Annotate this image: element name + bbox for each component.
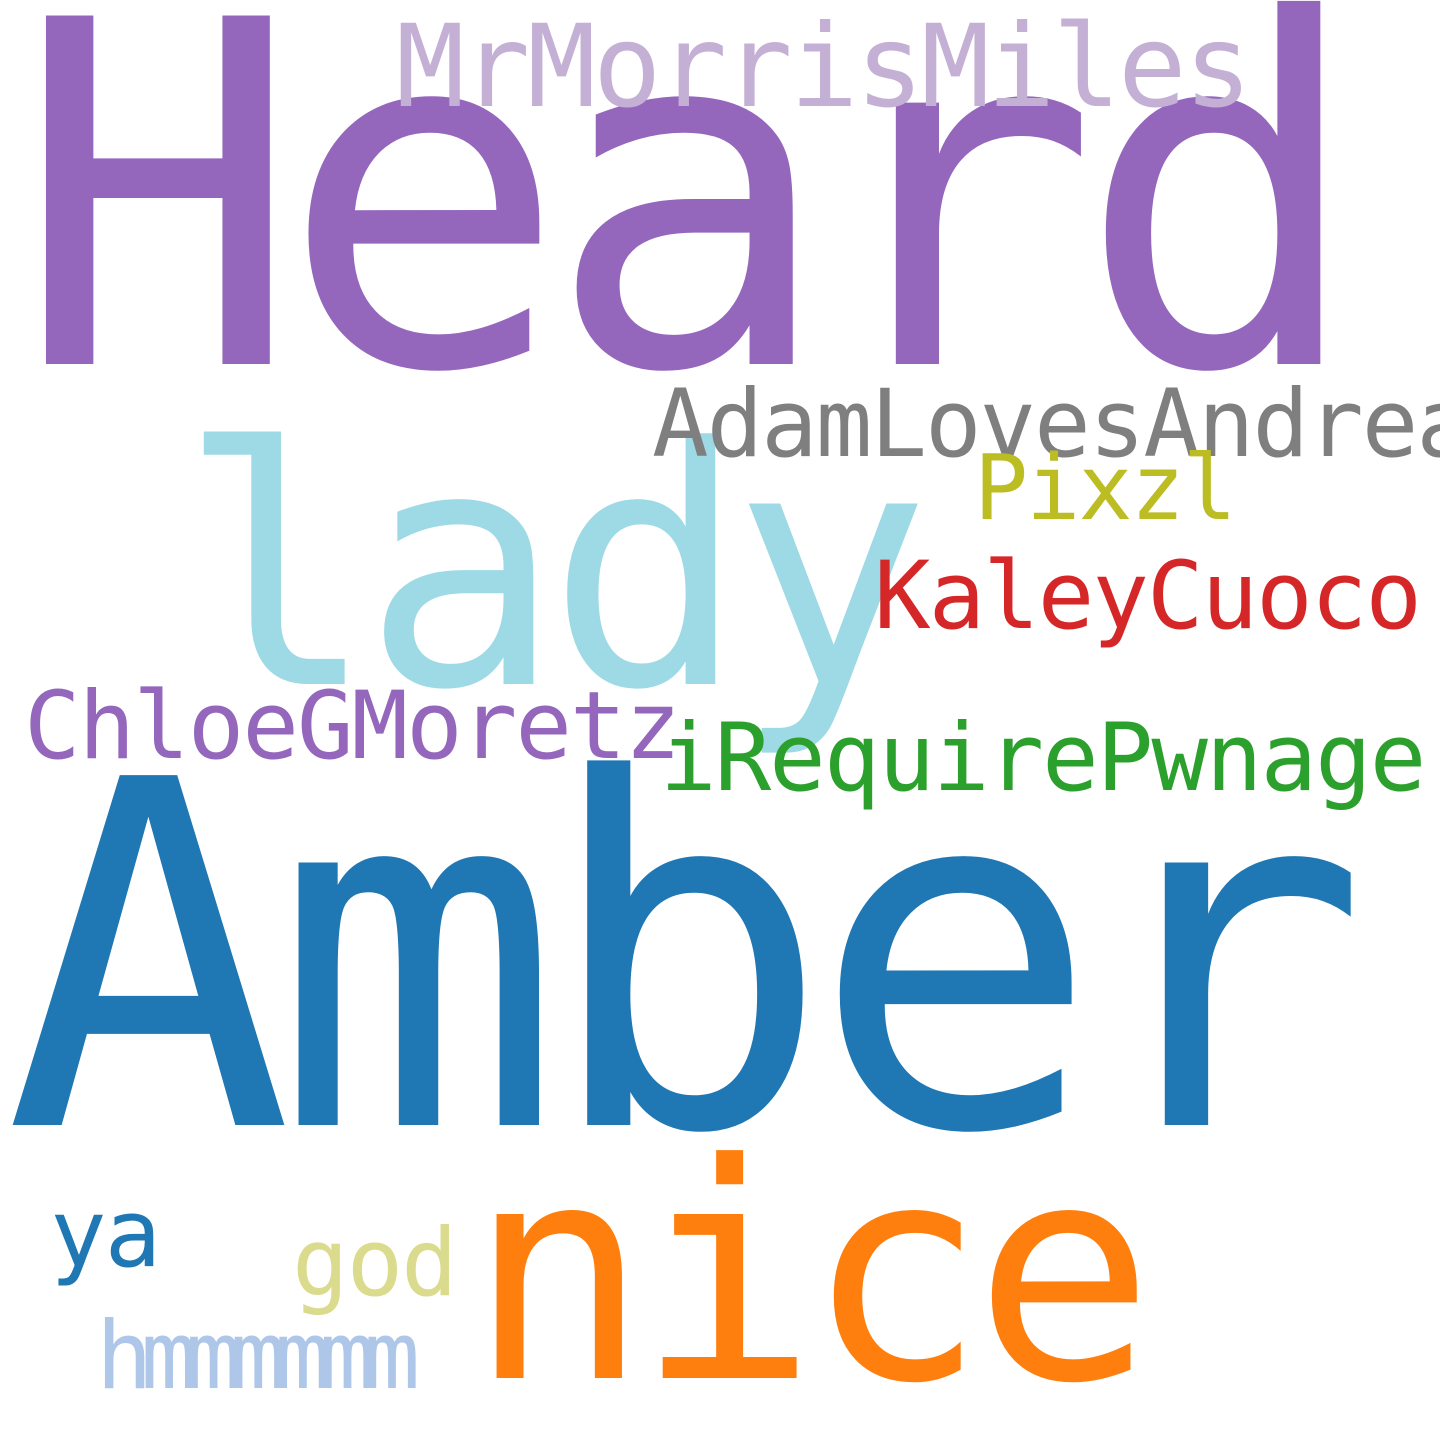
word-ya: ya [50,1188,159,1282]
word-kaleycuoco: KaleyCuoco [874,550,1420,644]
word-nice: nice [468,1125,1142,1425]
word-hmmmmmm: hmmmmmm [96,1310,408,1404]
word-pixzl: Pixzl [974,444,1235,534]
word-god: god [292,1217,456,1311]
word-mrmorrismiles: MrMorrisMiles [396,10,1249,124]
